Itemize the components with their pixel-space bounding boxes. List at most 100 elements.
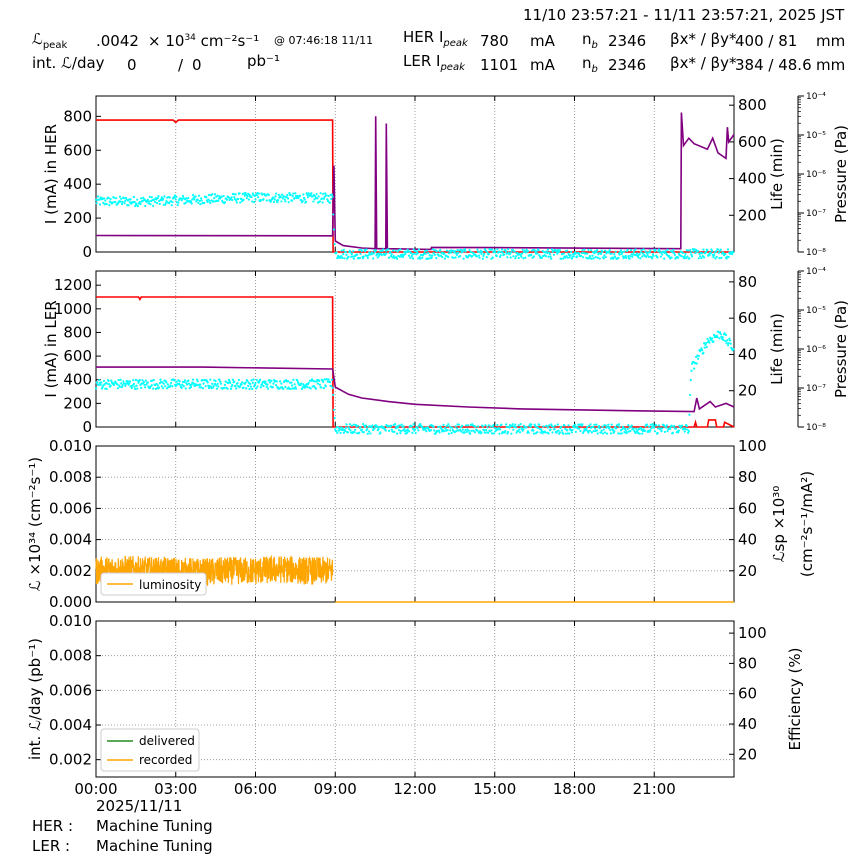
pressure-point <box>358 248 361 252</box>
pressure-point <box>717 251 720 254</box>
pressure-point <box>712 333 716 337</box>
pressure-point <box>109 197 112 201</box>
pressure-point <box>603 431 607 434</box>
pressure-point <box>231 198 234 202</box>
pressure-point <box>660 430 663 433</box>
pressure-point <box>290 384 294 387</box>
pressure-point <box>373 427 376 430</box>
pressure-point <box>297 196 300 199</box>
pressure-point <box>120 197 123 200</box>
pressure-point <box>352 257 355 260</box>
y-axis-label: ℒ ×10³⁴ (cm⁻²s⁻¹) <box>26 457 44 591</box>
pressure-point <box>465 424 468 427</box>
pressure-point <box>142 196 145 200</box>
pressure-point <box>166 383 169 386</box>
pressure-point <box>110 379 113 382</box>
pressure-axis-label: Pressure (Pa) <box>832 125 850 223</box>
pressure-point <box>685 256 688 260</box>
pressure-point <box>483 431 486 434</box>
pressure-point <box>721 336 724 339</box>
pressure-point <box>339 256 342 259</box>
pressure-point <box>187 382 191 385</box>
pressure-point <box>284 385 287 388</box>
pressure-point <box>255 378 258 382</box>
y-right-tick-label: 60 <box>738 309 757 327</box>
pressure-point <box>450 431 453 435</box>
pressure-point <box>725 342 728 345</box>
pressure-point <box>656 431 659 435</box>
footer-ler-status: Machine Tuning <box>96 837 213 855</box>
pressure-point <box>715 255 718 258</box>
pressure-point <box>300 382 303 385</box>
pressure-point <box>601 425 604 428</box>
pressure-point <box>613 255 617 258</box>
pressure-point <box>480 431 483 434</box>
pressure-point <box>646 254 649 257</box>
pressure-point <box>128 201 131 204</box>
pressure-point <box>322 192 325 196</box>
y-tick-label: 0.004 <box>49 716 92 734</box>
pressure-point <box>586 425 589 429</box>
pressure-point <box>360 249 363 253</box>
pressure-point <box>138 378 141 382</box>
pressure-point <box>536 252 539 255</box>
pressure-point <box>455 427 458 430</box>
pressure-point <box>191 194 195 197</box>
pressure-point <box>444 427 447 430</box>
pressure-point <box>569 253 572 257</box>
pressure-point <box>604 424 607 427</box>
pressure-point <box>114 200 117 204</box>
y-right-tick-label: 80 <box>738 273 757 291</box>
pressure-point <box>473 431 476 434</box>
pressure-point <box>253 200 256 204</box>
pressure-point <box>651 257 654 260</box>
pressure-point <box>362 422 365 426</box>
pressure-point <box>192 382 195 385</box>
pressure-point <box>277 193 280 196</box>
pressure-point <box>215 387 219 390</box>
pressure-point <box>168 196 171 199</box>
pressure-point <box>525 426 528 429</box>
pressure-point <box>683 256 686 260</box>
pressure-point <box>170 204 173 207</box>
pressure-point <box>712 255 715 259</box>
pressure-point <box>620 432 623 435</box>
pressure-point <box>651 423 655 426</box>
pressure-point <box>306 193 309 197</box>
pressure-point <box>493 249 496 252</box>
pressure-point <box>446 429 449 432</box>
pressure-point <box>313 198 316 201</box>
pressure-point <box>514 423 517 426</box>
pressure-point <box>160 196 163 199</box>
pressure-point <box>538 423 541 426</box>
pressure-point <box>318 383 322 386</box>
pressure-point <box>240 198 243 201</box>
pressure-point <box>487 253 490 256</box>
pressure-point <box>142 380 145 384</box>
pressure-point <box>189 385 193 389</box>
pressure-tick-label: 10⁻⁸ <box>806 248 826 258</box>
pressure-point <box>148 200 151 203</box>
pressure-point <box>544 431 547 434</box>
pressure-point <box>445 249 448 252</box>
x-tick-label: 15:00 <box>473 780 516 798</box>
pressure-point <box>729 342 732 345</box>
pressure-point <box>144 379 147 382</box>
pressure-point <box>574 252 577 255</box>
footer-her-status: Machine Tuning <box>96 817 213 835</box>
pressure-point <box>318 379 321 382</box>
pressure-point <box>344 251 347 254</box>
lum-peak-label: ℒpeak <box>32 30 68 51</box>
pressure-point <box>456 249 459 252</box>
y-right-tick-label: 60 <box>738 499 757 517</box>
pressure-point <box>230 385 233 388</box>
pressure-point <box>706 337 709 341</box>
x-tick-label: 03:00 <box>154 780 197 798</box>
pressure-point <box>588 255 591 258</box>
pressure-point <box>597 425 601 428</box>
pressure-point <box>443 430 446 433</box>
pressure-point <box>185 197 188 200</box>
pressure-point <box>532 429 535 432</box>
pressure-point <box>463 431 466 434</box>
pressure-point <box>624 429 627 432</box>
